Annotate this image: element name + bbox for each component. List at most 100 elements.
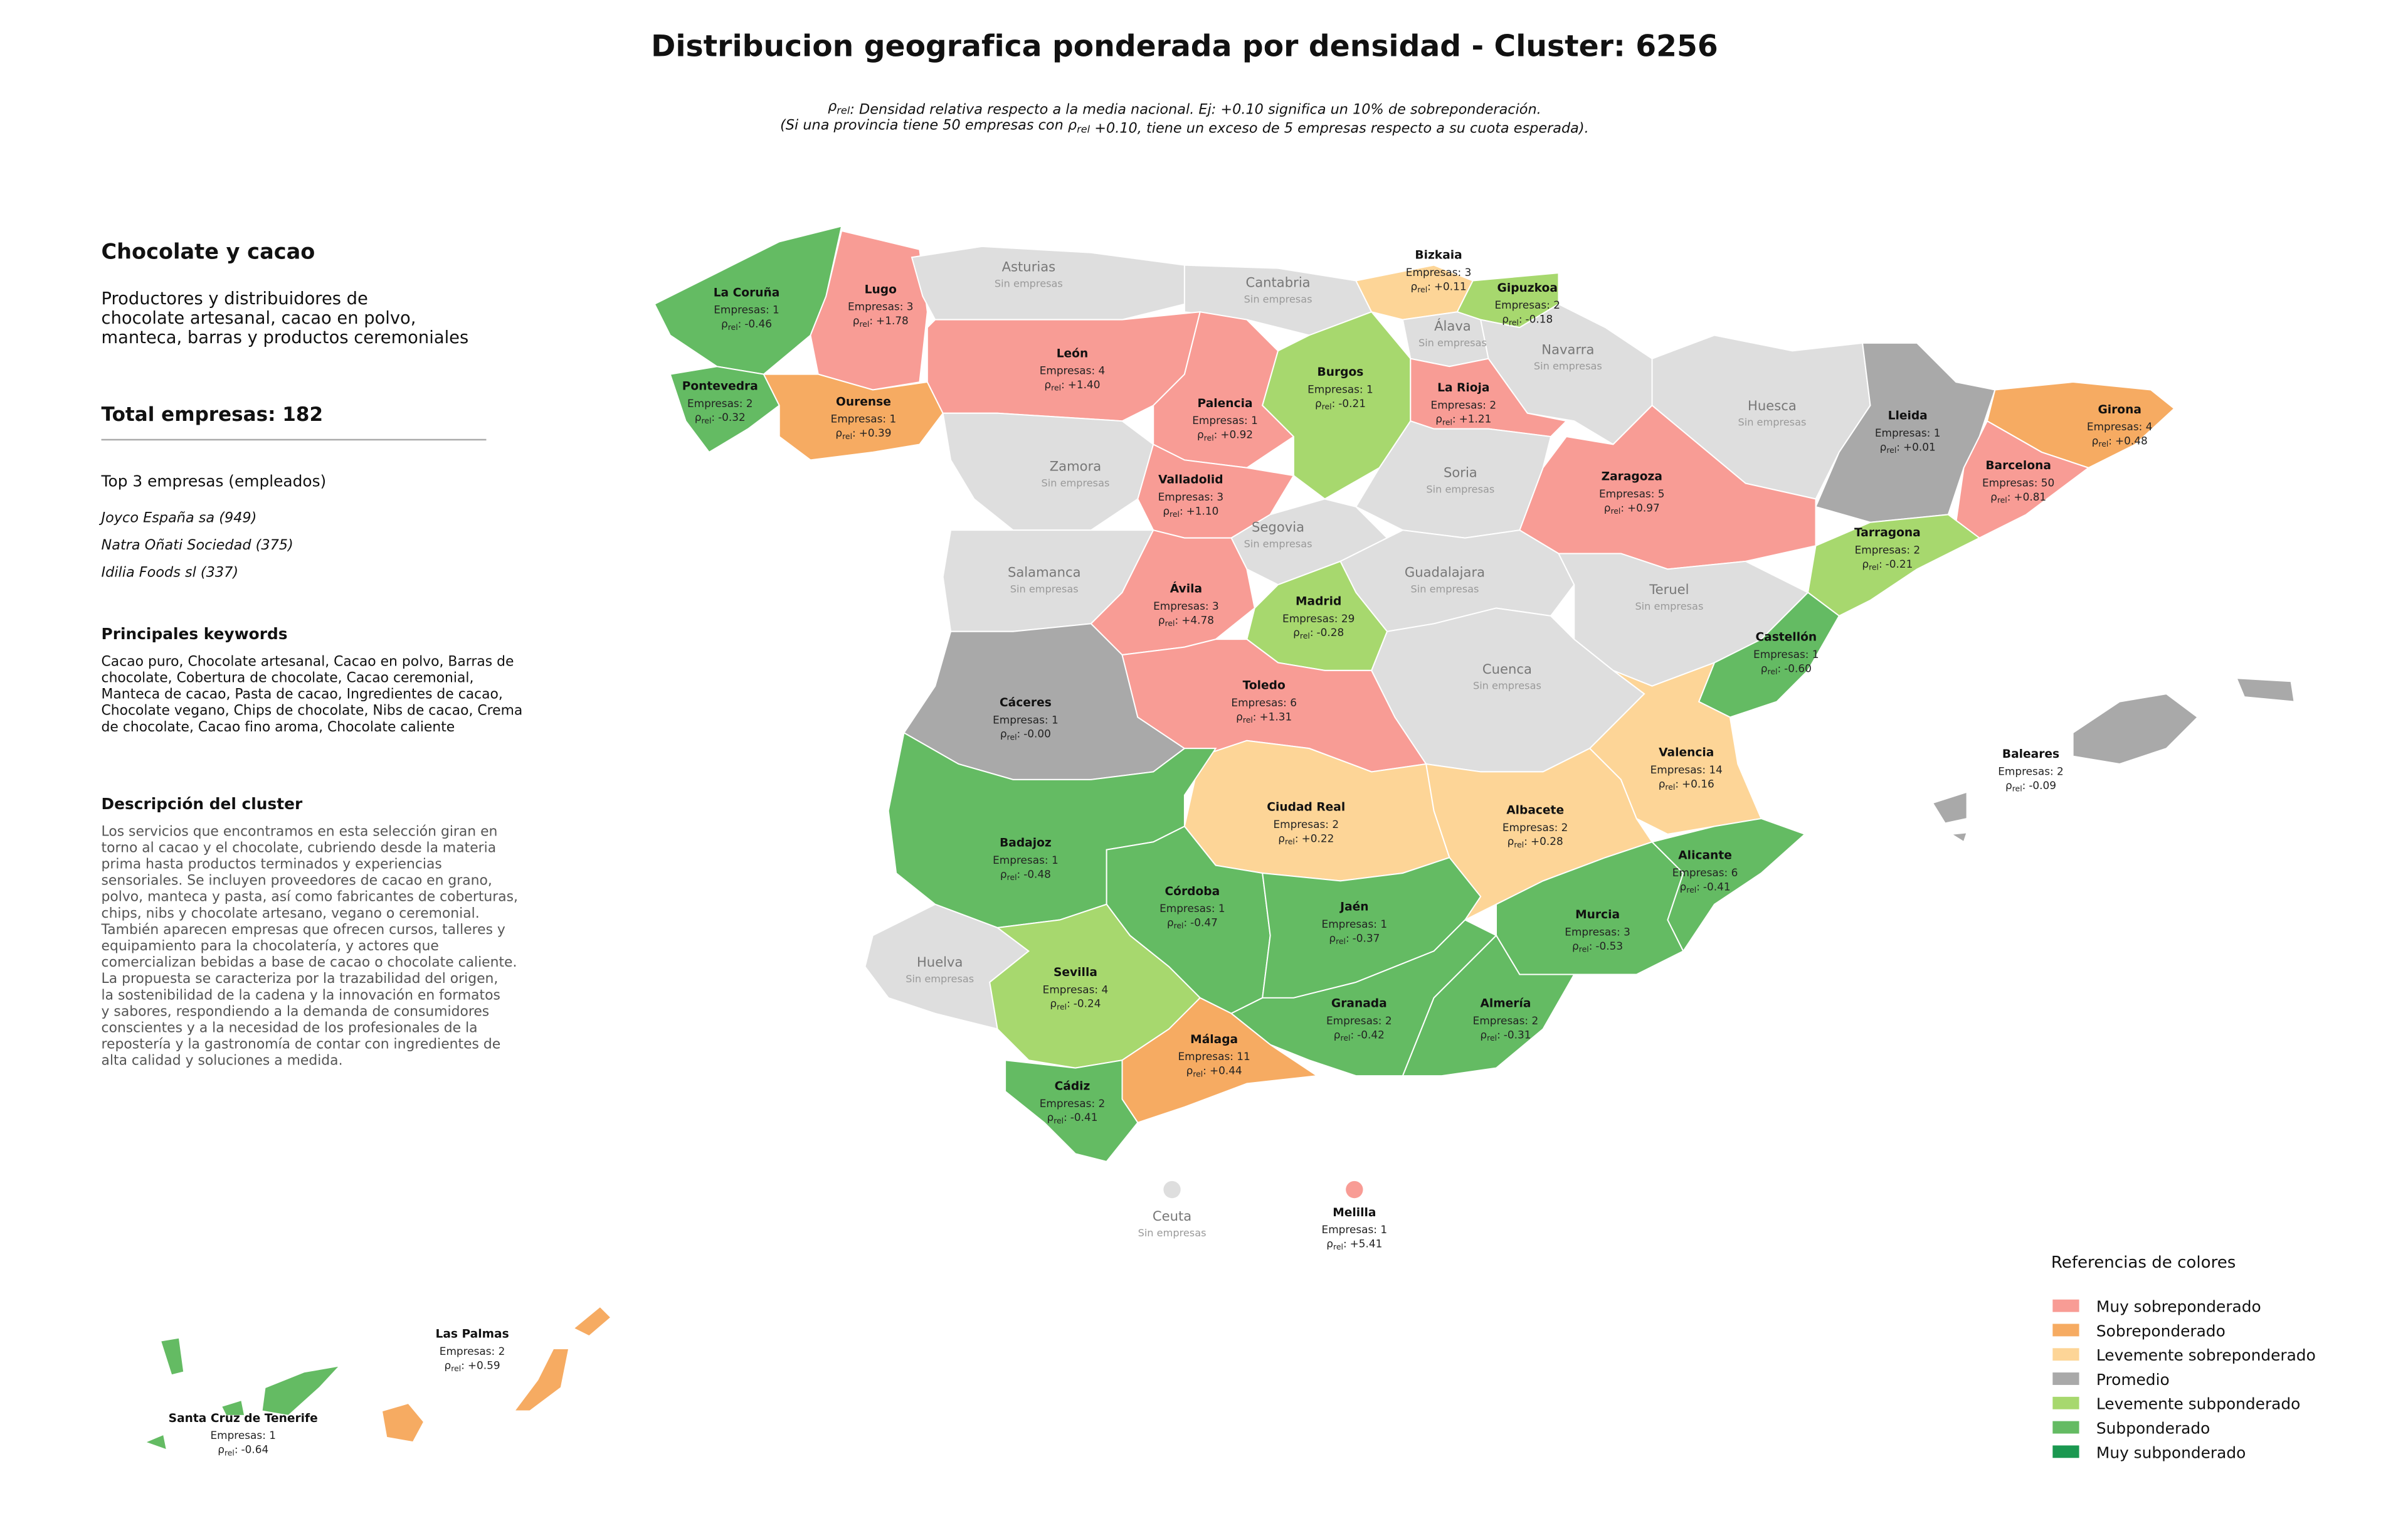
top-company: Natra Oñati Sociedad (375) <box>102 537 293 553</box>
cluster-line: comercializan bebidas a base de cacao o … <box>102 955 517 970</box>
rho-subscript: rel <box>859 319 869 329</box>
province-marker <box>1346 1180 1363 1199</box>
rho-colon: : <box>1350 1028 1354 1041</box>
cluster-line: polvo, manteca y pasta, así como fabrica… <box>102 889 518 905</box>
province-rho: ρrel: +0.01 <box>1880 440 1936 455</box>
rho-subscript: rel <box>837 105 850 117</box>
province-companies: Empresas: 1 <box>1307 383 1373 395</box>
province-rho: ρrel: +1.21 <box>1435 413 1491 427</box>
province-rho: ρrel: -0.32 <box>695 411 746 425</box>
rho-colon: : <box>1524 835 1528 847</box>
rho-symbol: ρ <box>1329 931 1336 944</box>
rho-colon: : <box>1620 501 1624 514</box>
province-name: La Coruña <box>714 286 780 299</box>
province-companies: Empresas: 1 <box>1159 902 1225 915</box>
rho-subscript: rel <box>1336 936 1346 946</box>
province-shape <box>143 1433 168 1451</box>
province-name: Burgos <box>1318 366 1364 379</box>
province-empty: Sin empresas <box>1738 416 1806 428</box>
province-shape <box>572 1305 612 1337</box>
province-name: Baleares <box>2002 748 2059 761</box>
province-companies: Empresas: 50 <box>1982 477 2054 489</box>
province-name: Badajoz <box>1000 837 1052 850</box>
province-name: Navarra <box>1541 341 1594 357</box>
keyword-line: Manteca de cacao, Pasta de cacao, Ingred… <box>102 687 503 703</box>
province-shape <box>669 366 780 454</box>
rho-value: +0.59 <box>468 1359 500 1371</box>
cluster-line: la sostenibilidad de la cadena y la inno… <box>102 987 500 1003</box>
top-company: Joyco España sa (949) <box>99 510 257 526</box>
rho-subscript: rel <box>1341 1033 1351 1043</box>
rho-subscript: rel <box>1768 667 1778 676</box>
province-name: Lugo <box>865 283 897 296</box>
rho-symbol: ρ <box>1236 710 1243 723</box>
province-companies: Empresas: 2 <box>1431 398 1497 411</box>
sidebar-total: Total empresas: 182 <box>102 403 324 426</box>
province-name: Valladolid <box>1158 474 1223 487</box>
province-rho: ρrel: -0.21 <box>1315 397 1366 411</box>
province-shape <box>1354 420 1552 539</box>
rho-subscript: rel <box>1165 618 1175 628</box>
subtitle-text: : Densidad relativa respecto a la media … <box>850 102 1541 118</box>
province-name: Cuenca <box>1482 661 1532 677</box>
province-rho: ρrel: +0.16 <box>1659 777 1714 792</box>
province-rho: ρrel: -0.41 <box>1047 1111 1097 1125</box>
province-rho: ρrel: +0.39 <box>835 427 891 441</box>
province-shape <box>1955 420 2090 539</box>
cluster-line: repostería y la gastronomía de contar co… <box>102 1037 501 1053</box>
province-companies: Empresas: 2 <box>1855 543 1921 556</box>
province-name: Cádiz <box>1055 1080 1090 1093</box>
rho-symbol: ρ <box>1000 867 1007 880</box>
rho-symbol: ρ <box>1680 880 1687 893</box>
rho-value: -0.32 <box>718 411 746 423</box>
subtitle-line: (Si una provincia tiene 50 empresas con … <box>780 117 1589 136</box>
rho-subscript: rel <box>1514 840 1524 849</box>
province-name: Bizkaia <box>1415 249 1462 262</box>
province-empty: Sin empresas <box>906 973 974 985</box>
province-rho: ρrel: -0.09 <box>2005 779 2056 793</box>
rho-subscript: rel <box>451 1364 461 1373</box>
keyword-line: de chocolate, Cacao fino aroma, Chocolat… <box>102 719 455 735</box>
cluster-line: alta calidad y soluciones a medida. <box>102 1053 343 1069</box>
province-companies: Empresas: 3 <box>1158 491 1224 503</box>
province-shape <box>220 1399 246 1416</box>
rho-colon: : <box>1295 832 1299 844</box>
province-shape <box>1949 832 1968 843</box>
province-rho: ρrel: +1.78 <box>853 314 909 329</box>
rho-symbol: ρ <box>1326 1237 1333 1249</box>
rho-colon: : <box>1180 504 1183 517</box>
rho-symbol: ρ <box>1293 626 1300 639</box>
province-name: Sevilla <box>1054 966 1097 979</box>
legend-swatch <box>2052 1324 2079 1337</box>
legend-swatch <box>2052 1421 2079 1434</box>
legend-swatch <box>2052 1396 2079 1409</box>
rho-colon: : <box>711 411 715 423</box>
province-companies: Empresas: 2 <box>1040 1097 1106 1110</box>
rho-colon: : <box>869 314 873 327</box>
province-shape <box>911 245 1185 321</box>
legend-swatch <box>2052 1372 2079 1385</box>
rho-symbol: ρ <box>828 98 837 115</box>
rho-symbol: ρ <box>1047 1111 1054 1123</box>
sidebar-description: chocolate artesanal, cacao en polvo, <box>102 309 416 328</box>
rho-value: -0.09 <box>2029 779 2056 792</box>
rho-value: +0.22 <box>1302 832 1334 844</box>
province-name: Alicante <box>1678 849 1732 862</box>
cluster-line: chips, nibs y chocolate artesano, vegano… <box>102 906 480 921</box>
province-name: Ávila <box>1170 581 1202 596</box>
rho-colon: : <box>2007 491 2011 503</box>
rho-subscript: rel <box>842 432 852 441</box>
rho-value: +0.92 <box>1220 428 1253 441</box>
province-shape <box>513 1348 570 1412</box>
rho-colon: : <box>1017 728 1021 740</box>
province-companies: Empresas: 1 <box>210 1429 276 1441</box>
province-companies: Empresas: 11 <box>1178 1050 1250 1063</box>
rho-subscript: rel <box>1193 1069 1203 1078</box>
rho-subscript: rel <box>1579 944 1589 953</box>
province-companies: Empresas: 2 <box>1326 1014 1392 1027</box>
province-name: Madrid <box>1296 595 1341 608</box>
rho-symbol: ρ <box>1761 662 1768 674</box>
rho-value: +4.78 <box>1181 613 1214 626</box>
rho-subscript: rel <box>1007 873 1017 882</box>
